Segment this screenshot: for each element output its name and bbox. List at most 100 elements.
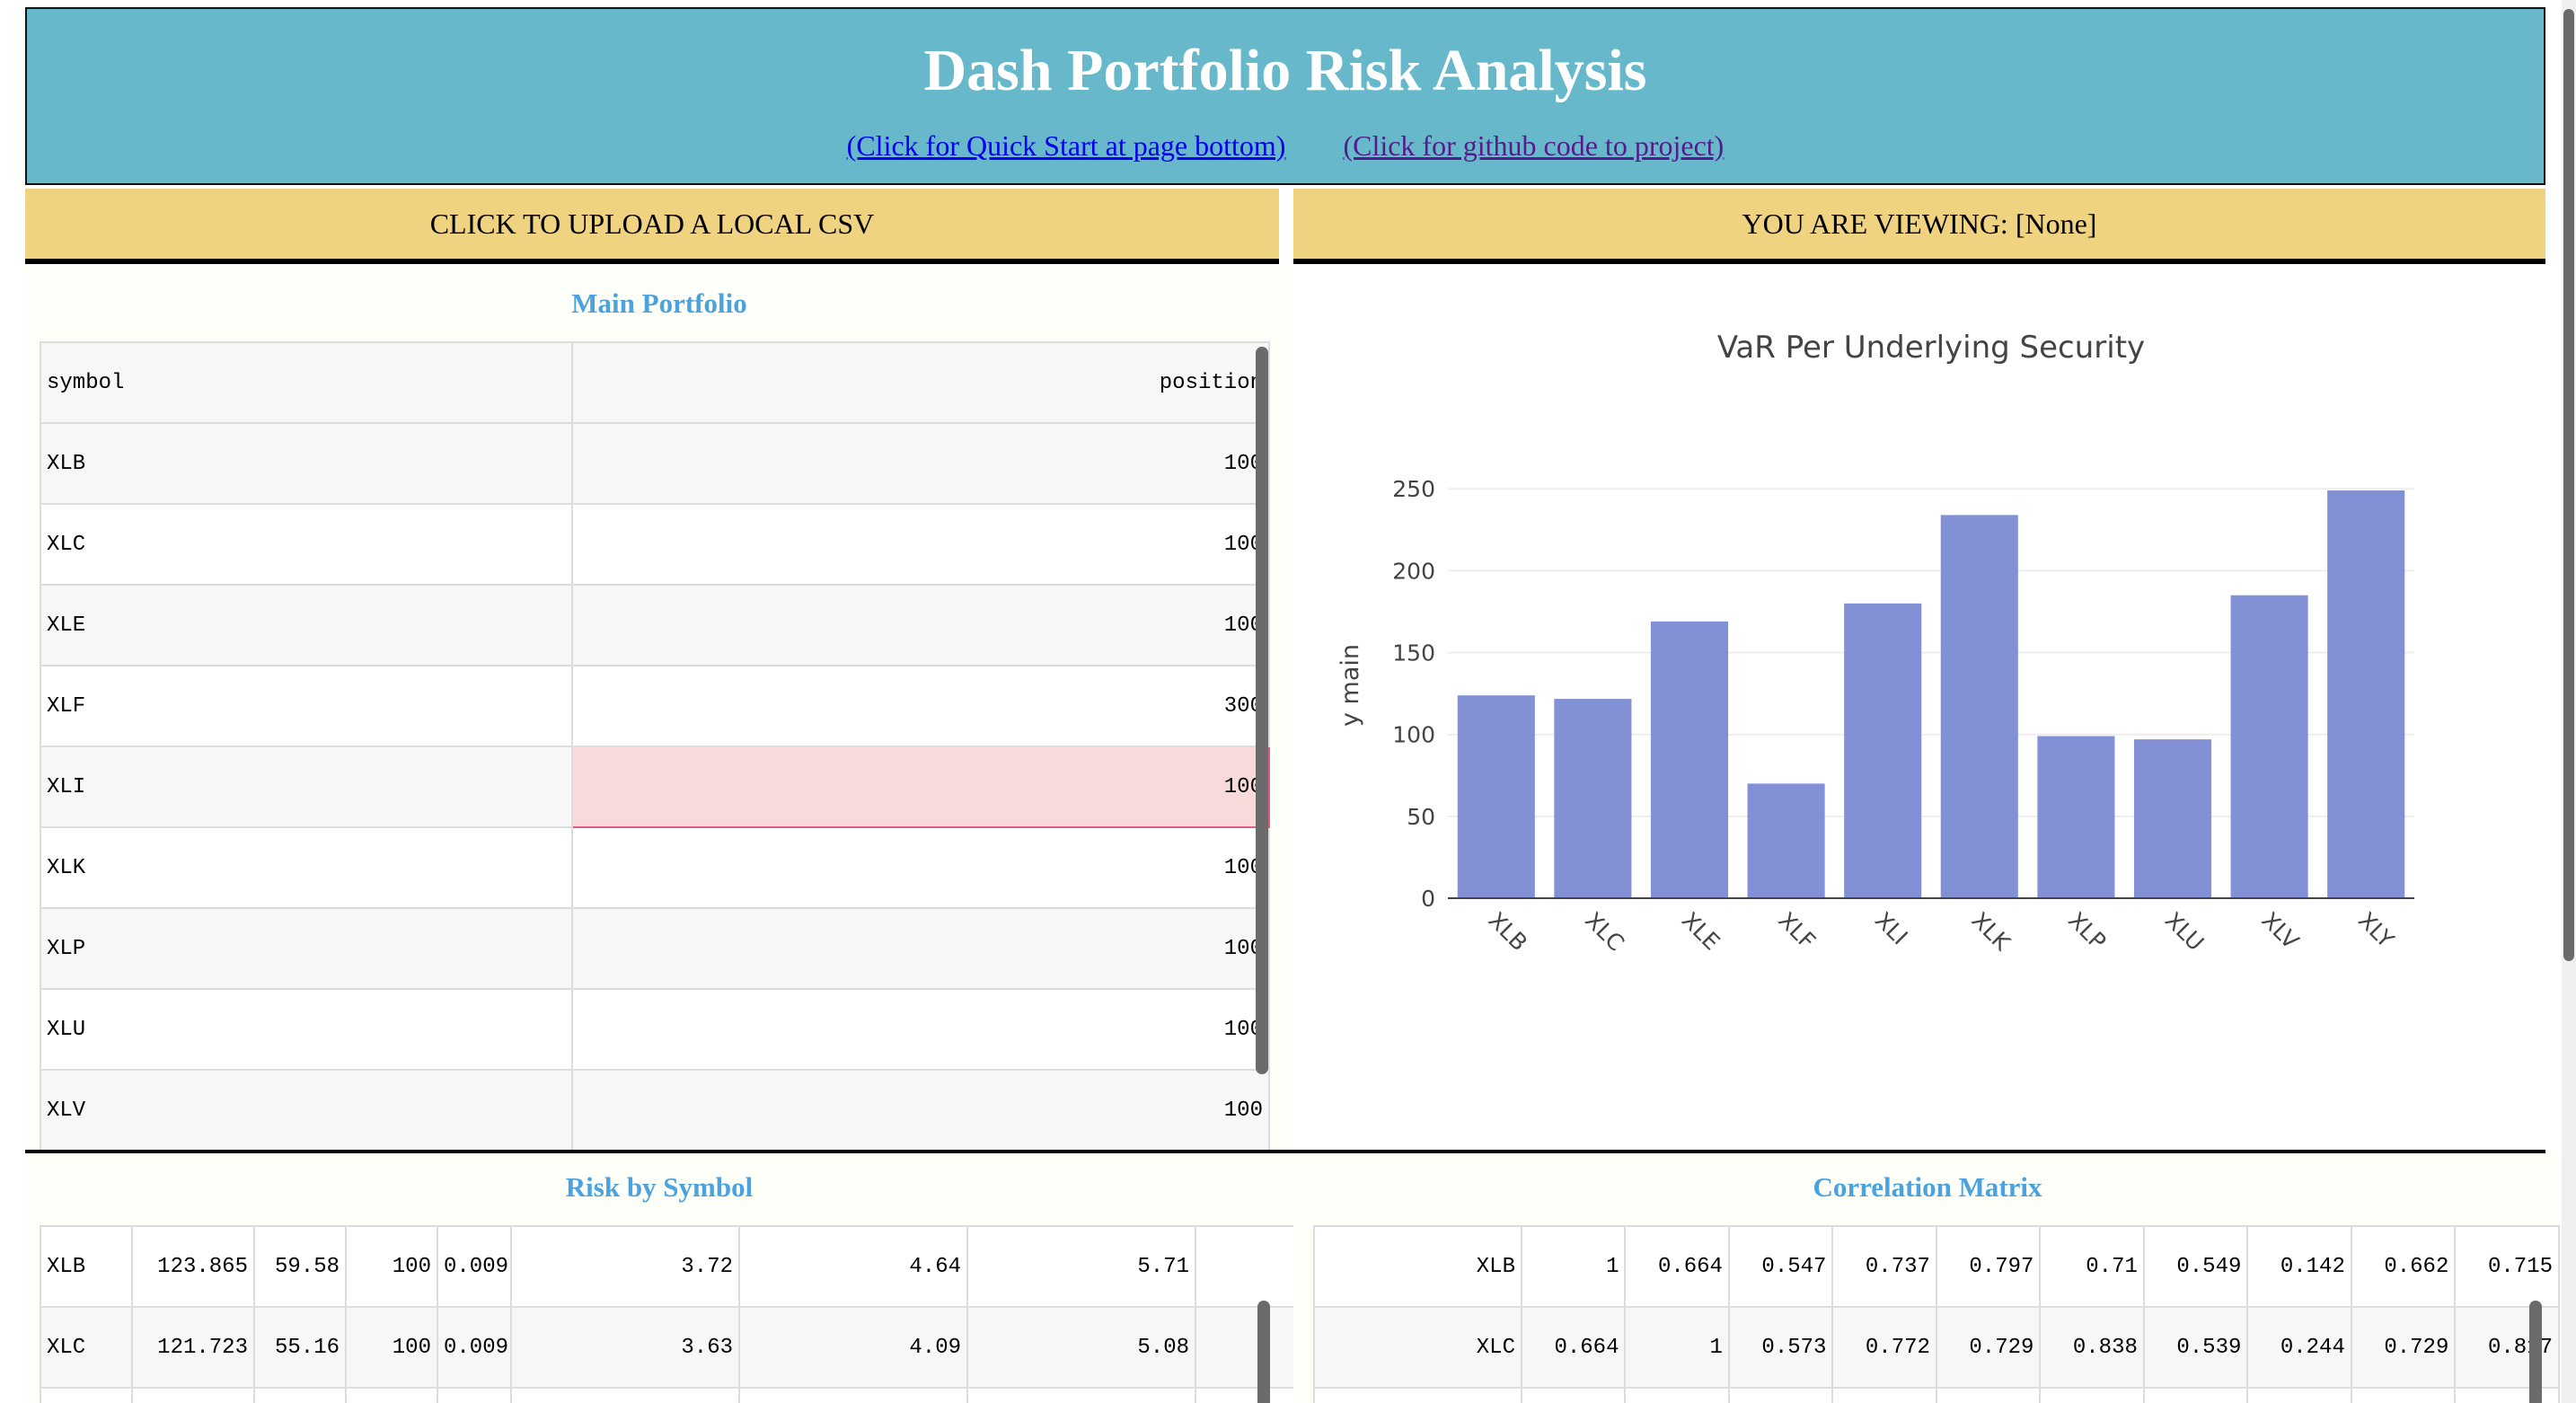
risk-cell[interactable]: XLC: [40, 1306, 133, 1389]
risk-cell-empty: [1195, 1306, 1293, 1389]
table-row: [1313, 1387, 2560, 1403]
risk-cell-empty: [437, 1387, 512, 1403]
corr-cell[interactable]: 0.664: [1520, 1306, 1627, 1389]
bar-xlk: [1940, 515, 2018, 898]
y-tick-label: 50: [1407, 804, 1435, 830]
corr-cell[interactable]: 0.142: [2246, 1225, 2352, 1308]
position-cell[interactable]: 100: [571, 988, 1270, 1071]
symbol-cell[interactable]: XLP: [40, 907, 573, 990]
corr-cell[interactable]: XLB: [1313, 1225, 1522, 1308]
table-row: XLB 1 0.664 0.547 0.737 0.797 0.71 0.549…: [1313, 1225, 2560, 1308]
symbol-cell[interactable]: XLE: [40, 584, 573, 666]
upload-csv-button[interactable]: CLICK TO UPLOAD A LOCAL CSV: [25, 189, 1279, 264]
chart-title: VaR Per Underlying Security: [1717, 330, 2145, 366]
corr-cell[interactable]: 0.772: [1831, 1306, 1937, 1389]
page-scrollbar-track: [2562, 0, 2576, 1403]
risk-by-symbol-table: XLB 123.865 59.58 100 0.009 3.72 4.64 5.…: [40, 1225, 1293, 1403]
header-links: (Click for Quick Start at page bottom) (…: [27, 126, 2544, 165]
corr-cell[interactable]: 0.71: [2039, 1225, 2145, 1308]
column-header-symbol[interactable]: symbol: [40, 341, 573, 424]
bar-xly: [2327, 490, 2405, 898]
x-tick-label: XLV: [2256, 907, 2304, 955]
risk-cell[interactable]: 121.723: [131, 1306, 255, 1389]
y-tick-label: 250: [1392, 476, 1435, 502]
corr-cell-empty: [2454, 1387, 2560, 1403]
position-cell[interactable]: 100: [571, 1069, 1270, 1152]
position-cell[interactable]: 100: [571, 907, 1270, 990]
risk-table-scrollbar[interactable]: [1257, 1301, 1270, 1403]
corr-cell[interactable]: 0.737: [1831, 1225, 1937, 1308]
y-tick-label: 100: [1392, 722, 1435, 748]
corr-cell[interactable]: 0.797: [1935, 1225, 2042, 1308]
bar-xli: [1844, 603, 1922, 898]
risk-cell[interactable]: 123.865: [131, 1225, 255, 1308]
corr-cell[interactable]: 1: [1624, 1306, 1730, 1389]
risk-cell-empty: [1195, 1225, 1293, 1308]
risk-cell[interactable]: 0.009: [437, 1306, 512, 1389]
correlation-matrix-title: Correlation Matrix: [1813, 1171, 2042, 1203]
section-divider: [25, 1150, 2545, 1153]
corr-cell[interactable]: 0.729: [1935, 1306, 2042, 1389]
risk-cell[interactable]: XLB: [40, 1225, 133, 1308]
risk-cell[interactable]: 100: [345, 1306, 438, 1389]
risk-cell[interactable]: 59.58: [253, 1225, 347, 1308]
corr-cell[interactable]: 0.549: [2142, 1225, 2249, 1308]
symbol-cell[interactable]: XLC: [40, 503, 573, 586]
table-row: XLE 100: [40, 584, 1270, 666]
corr-cell[interactable]: 0.662: [2350, 1225, 2457, 1308]
position-cell[interactable]: 100: [571, 826, 1270, 909]
risk-cell-empty: [253, 1387, 347, 1403]
column-header-position[interactable]: position: [571, 341, 1270, 424]
corr-cell-empty: [2246, 1387, 2352, 1403]
x-tick-label: XLB: [1484, 907, 1533, 957]
quick-start-link[interactable]: (Click for Quick Start at page bottom): [846, 129, 1286, 162]
corr-cell[interactable]: 0.838: [2039, 1306, 2145, 1389]
risk-cell-empty: [1195, 1387, 1293, 1403]
risk-cell[interactable]: 3.63: [510, 1306, 740, 1389]
position-cell[interactable]: 100: [571, 422, 1270, 505]
corr-cell[interactable]: 0.729: [2350, 1306, 2457, 1389]
corr-cell-empty: [2142, 1387, 2249, 1403]
x-tick-label: XLK: [1967, 907, 2016, 956]
corr-cell-empty: [1520, 1387, 1627, 1403]
position-cell[interactable]: 100: [571, 584, 1270, 666]
corr-cell[interactable]: XLC: [1313, 1306, 1522, 1389]
symbol-cell[interactable]: XLI: [40, 746, 573, 828]
table-row: [40, 1387, 1293, 1403]
corr-cell[interactable]: 0.664: [1624, 1225, 1730, 1308]
symbol-cell[interactable]: XLK: [40, 826, 573, 909]
risk-cell[interactable]: 4.09: [738, 1306, 968, 1389]
symbol-cell[interactable]: XLU: [40, 988, 573, 1071]
symbol-cell[interactable]: XLB: [40, 422, 573, 505]
corr-cell[interactable]: 1: [1520, 1225, 1627, 1308]
page-scrollbar[interactable]: [2563, 9, 2574, 961]
risk-cell-empty: [510, 1387, 740, 1403]
corr-cell[interactable]: 0.539: [2142, 1306, 2249, 1389]
corr-cell[interactable]: 0.817: [2454, 1306, 2560, 1389]
corr-cell[interactable]: 0.244: [2246, 1306, 2352, 1389]
corr-cell-empty: [1624, 1387, 1730, 1403]
symbol-cell[interactable]: XLF: [40, 665, 573, 747]
main-portfolio-title: Main Portfolio: [571, 287, 747, 319]
corr-cell[interactable]: 0.715: [2454, 1225, 2560, 1308]
risk-cell[interactable]: 55.16: [253, 1306, 347, 1389]
github-link[interactable]: (Click for github code to project): [1343, 129, 1725, 162]
position-cell[interactable]: 300: [571, 665, 1270, 747]
position-cell-selected[interactable]: 100: [571, 746, 1270, 828]
bar-xlc: [1554, 699, 1632, 898]
x-tick-label: XLU: [2160, 907, 2210, 957]
risk-cell[interactable]: 5.08: [966, 1306, 1196, 1389]
risk-cell[interactable]: 100: [345, 1225, 438, 1308]
corr-cell[interactable]: 0.573: [1727, 1306, 1834, 1389]
risk-cell[interactable]: 0.009: [437, 1225, 512, 1308]
risk-cell[interactable]: 5.71: [966, 1225, 1196, 1308]
table-scrollbar[interactable]: [1256, 347, 1268, 1074]
corr-cell[interactable]: 0.547: [1727, 1225, 1834, 1308]
symbol-cell[interactable]: XLV: [40, 1069, 573, 1152]
position-cell[interactable]: 100: [571, 503, 1270, 586]
table-row: XLB 100: [40, 422, 1270, 505]
corr-table-scrollbar[interactable]: [2529, 1301, 2542, 1403]
x-tick-label: XLI: [1870, 907, 1913, 950]
risk-cell[interactable]: 3.72: [510, 1225, 740, 1308]
risk-cell[interactable]: 4.64: [738, 1225, 968, 1308]
